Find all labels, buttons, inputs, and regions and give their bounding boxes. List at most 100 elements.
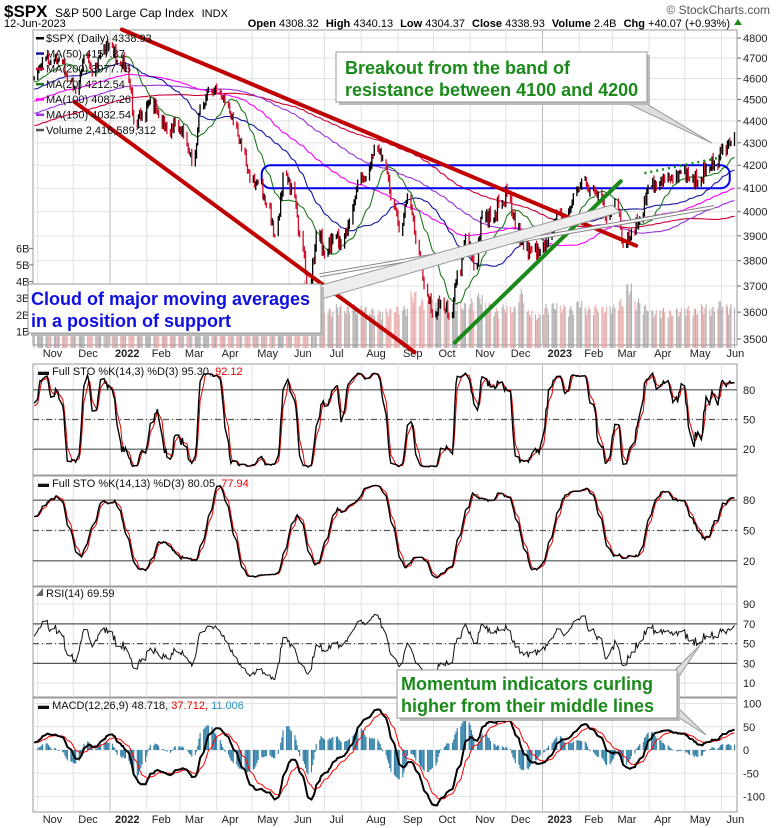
legend-dash: ▬ — [38, 366, 52, 378]
macd-histogram-bar — [370, 738, 372, 750]
sto1-legend: ▬ Full STO %K(14,3) %D(3) 95.30, 92.12 — [38, 366, 243, 378]
macd-histogram-bar — [603, 750, 605, 762]
volume-bar — [629, 291, 631, 348]
volume-bar — [435, 302, 437, 348]
macd-histogram-bar — [344, 741, 346, 750]
volume-bar — [709, 309, 711, 348]
macd-histogram-bar — [274, 750, 276, 759]
volume-bar — [346, 307, 348, 348]
volume-bar — [396, 306, 398, 348]
volume-bar — [712, 306, 714, 348]
volume-bar — [438, 303, 441, 348]
volume-bar — [547, 313, 550, 348]
legend-swatch-volume — [36, 128, 44, 132]
macd-histogram-bar — [635, 749, 637, 750]
macd-histogram-bar — [65, 750, 67, 759]
volume-bar — [339, 306, 341, 348]
macd-histogram-bar — [581, 740, 583, 750]
sto-k-line — [33, 371, 735, 468]
macd-histogram-bar — [636, 747, 638, 750]
volume-bar — [335, 304, 337, 348]
macd-histogram-bar — [194, 750, 196, 756]
volume-bar — [584, 307, 586, 348]
macd-histogram-bar — [249, 750, 251, 772]
volume-bar — [559, 305, 561, 348]
macd-histogram-bar — [314, 750, 316, 753]
macd-histogram-bar — [231, 750, 233, 762]
macd-histogram-bar — [261, 750, 263, 758]
macd-histogram-bar — [270, 750, 272, 758]
macd-histogram-bar — [39, 746, 41, 750]
macd-histogram-bar — [91, 748, 93, 750]
open-label: Open — [248, 18, 276, 30]
volume-bar — [323, 312, 326, 348]
volume-bar — [487, 309, 489, 348]
macd-histogram-bar — [577, 739, 579, 750]
macd-histogram-bar — [236, 750, 238, 765]
macd-histogram-bar — [355, 730, 358, 750]
volume-bar — [360, 306, 362, 348]
volume-bar — [626, 284, 628, 348]
volume-bar — [511, 313, 513, 348]
macd-histogram-bar — [216, 736, 218, 750]
x-tick-label: 2023 — [548, 814, 572, 826]
legend-price: $SPX (Daily) 4338.93 — [46, 33, 152, 45]
volume-bar — [443, 308, 445, 348]
macd-histogram-bar — [430, 750, 432, 770]
volume-bar — [700, 304, 702, 348]
callout-text: Cloud of major moving averages — [31, 289, 310, 309]
volume-bar — [601, 307, 603, 348]
sto-k-line — [34, 484, 735, 579]
volume-bar — [667, 317, 669, 348]
macd-histogram-bar — [54, 748, 57, 750]
macd-histogram-bar — [255, 750, 257, 767]
macd-histogram-bar — [405, 750, 407, 762]
macd-histogram-bar — [717, 748, 719, 750]
macd-histogram-bar — [337, 736, 339, 750]
volume-bar — [587, 310, 589, 348]
callout-momentum: Momentum indicators curling higher from … — [396, 644, 707, 736]
volume-bar — [331, 316, 333, 348]
volume-bar — [595, 304, 597, 348]
macd-histogram-bar — [411, 750, 413, 755]
volume-bar — [395, 312, 397, 348]
symbol: $SPX — [4, 2, 48, 21]
macd-histogram-bar — [307, 750, 309, 775]
macd-histogram-bar — [602, 750, 604, 760]
macd-histogram-bar — [728, 744, 730, 750]
macd-histogram-bar — [679, 750, 681, 751]
macd-histogram-bar — [53, 748, 55, 750]
macd-histogram-bar — [543, 750, 545, 753]
macd-histogram-bar — [71, 750, 73, 762]
volume-bar — [353, 304, 355, 348]
macd-histogram-bar — [269, 750, 271, 756]
macd-histogram-bar — [523, 750, 525, 771]
volume-bar — [710, 315, 712, 348]
volume-bar — [568, 316, 570, 348]
macd-histogram-bar — [415, 750, 417, 761]
y-tick-label: 4200 — [743, 160, 767, 172]
macd-histogram-bar — [346, 741, 348, 750]
macd-histogram-bar — [423, 750, 425, 772]
macd-histogram-bar — [578, 740, 580, 750]
macd-histogram-bar — [263, 750, 265, 757]
macd-histogram-bar — [488, 738, 490, 750]
macd-histogram-bar — [198, 738, 200, 750]
volume-bar — [703, 314, 705, 348]
macd-histogram-bar — [519, 750, 521, 769]
y-tick-label: 30 — [743, 658, 755, 670]
volume-bar — [685, 316, 687, 348]
macd-histogram-bar — [454, 734, 456, 750]
macd-line — [33, 708, 735, 807]
macd-histogram-bar — [539, 750, 541, 756]
volume-bar — [354, 306, 356, 348]
volume-bar — [718, 301, 720, 348]
y-tick-label: 4600 — [743, 74, 767, 86]
macd-histogram-bar — [713, 747, 715, 750]
volume-bar — [446, 300, 448, 348]
macd-histogram-bar — [621, 750, 623, 762]
macd-histogram-bar — [288, 726, 290, 750]
macd-histogram-bar — [369, 737, 371, 750]
macd-histogram-bar — [396, 750, 398, 778]
volume-bar — [494, 312, 496, 348]
